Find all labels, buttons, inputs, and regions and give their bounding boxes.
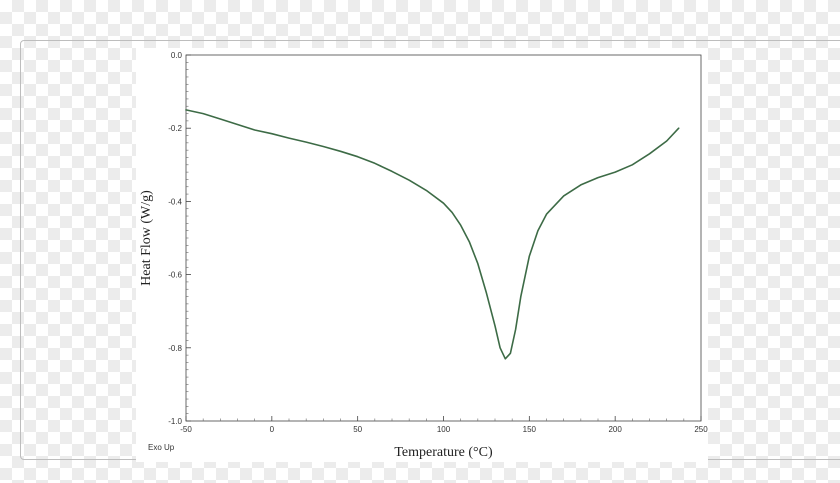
y-tick-labels: 0.0 -0.2 -0.4 -0.6 -0.8 -1.0 (168, 51, 182, 426)
x-axis-title: Temperature (°C) (394, 445, 493, 460)
x-tick-labels: -50 0 50 100 150 200 250 (180, 425, 708, 434)
y-tick-label: -0.6 (168, 271, 182, 280)
y-tick-label: -0.4 (168, 197, 182, 206)
x-tick-label: 150 (523, 425, 537, 434)
x-tick-label: 250 (694, 425, 708, 434)
plot-panel (136, 48, 708, 462)
x-tick-label: 50 (353, 425, 362, 434)
y-tick-label: -0.8 (168, 344, 182, 353)
x-tick-label: 100 (437, 425, 451, 434)
x-tick-label: 200 (608, 425, 622, 434)
series-line-heat-flow (185, 109, 680, 360)
major-ticks (185, 54, 702, 422)
y-axis-title: Heat Flow (W/g) (139, 190, 154, 286)
x-tick-label: -50 (180, 425, 192, 434)
y-tick-label: -0.2 (168, 124, 182, 133)
exo-up-note: Exo Up (148, 443, 175, 452)
y-tick-label: 0.0 (171, 51, 183, 60)
y-tick-label: -1.0 (168, 417, 182, 426)
minor-ticks (186, 62, 685, 421)
plot-area-border (185, 54, 702, 422)
x-tick-label: 0 (270, 425, 275, 434)
